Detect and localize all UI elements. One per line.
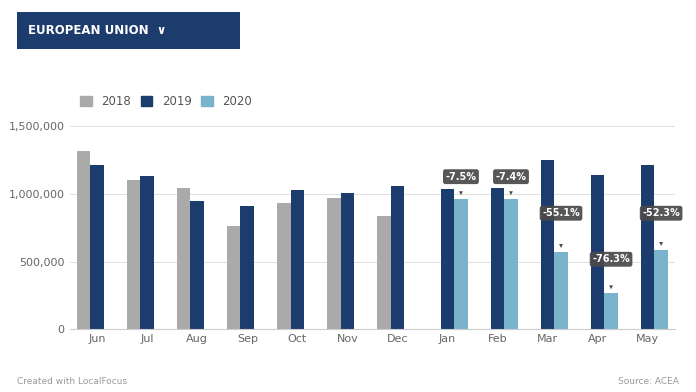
Bar <box>191 201 204 329</box>
Bar <box>654 250 668 329</box>
Bar <box>227 226 241 329</box>
Text: EUROPEAN UNION  ∨: EUROPEAN UNION ∨ <box>28 24 166 37</box>
Text: -76.3%: -76.3% <box>592 254 630 289</box>
Bar <box>591 175 604 329</box>
Bar <box>177 189 191 329</box>
Bar <box>127 180 141 329</box>
Bar <box>241 206 254 329</box>
Text: -52.3%: -52.3% <box>642 208 680 246</box>
Bar <box>441 189 454 329</box>
Bar <box>390 186 404 329</box>
Bar <box>554 252 568 329</box>
Text: -7.5%: -7.5% <box>445 172 477 195</box>
Text: -55.1%: -55.1% <box>542 208 580 248</box>
Bar <box>604 293 618 329</box>
Bar <box>290 190 304 329</box>
Bar <box>491 189 504 329</box>
Bar <box>277 203 290 329</box>
Bar <box>340 192 354 329</box>
Bar <box>377 216 390 329</box>
Bar <box>77 151 90 329</box>
Text: -7.4%: -7.4% <box>496 172 526 195</box>
Bar <box>541 160 554 329</box>
Bar <box>327 198 340 329</box>
Text: Source: ACEA: Source: ACEA <box>618 377 679 386</box>
Bar <box>641 165 654 329</box>
Text: Created with LocalFocus: Created with LocalFocus <box>17 377 127 386</box>
Bar <box>141 176 154 329</box>
Bar <box>504 199 518 329</box>
Bar <box>454 199 468 329</box>
Bar <box>90 165 104 329</box>
Legend: 2018, 2019, 2020: 2018, 2019, 2020 <box>75 90 257 113</box>
